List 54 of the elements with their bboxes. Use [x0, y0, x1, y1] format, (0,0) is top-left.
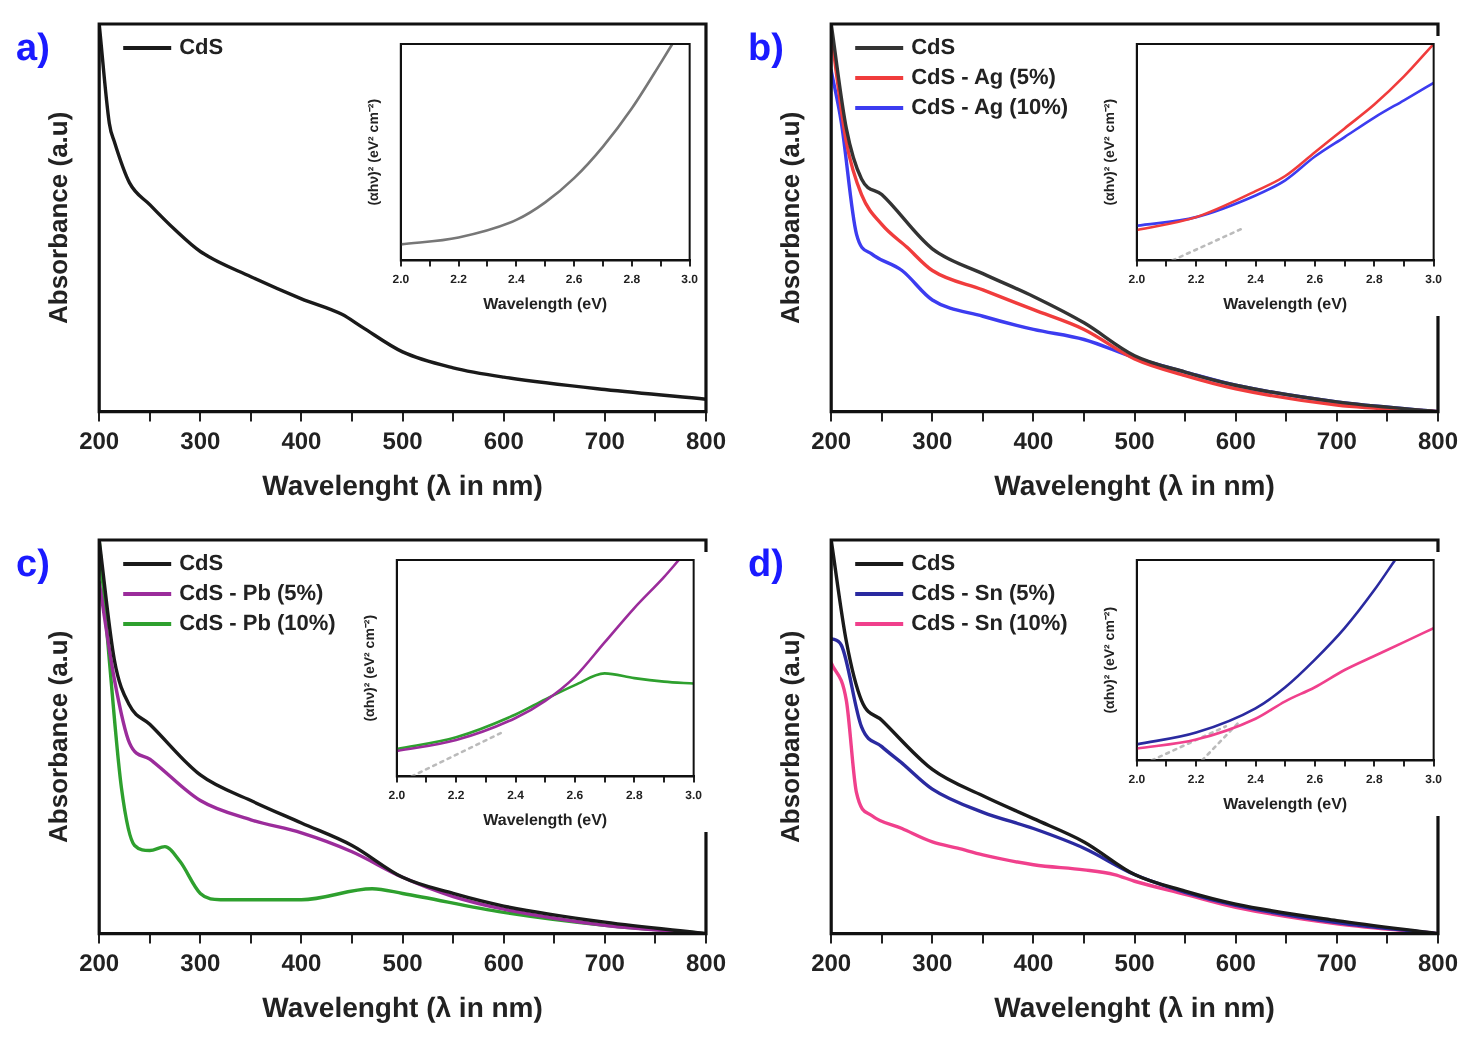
text: c)	[16, 544, 50, 588]
text: a)	[16, 28, 50, 72]
y-axis-title: Absorbance (a.u)	[42, 111, 73, 324]
x-tick-label: 600	[483, 426, 525, 455]
x-tick-label: 800	[685, 948, 727, 977]
x-axis-title: Wavelength (eV)	[483, 810, 608, 829]
y-axis-title: Absorbance (a.u)	[774, 630, 805, 843]
x-tick-label: 700	[1316, 426, 1358, 455]
x-tick-label: 300	[912, 948, 953, 977]
x-axis-title: Wavelenght (λ in nm)	[994, 990, 1275, 1023]
text: b)	[748, 28, 784, 72]
x-tick-label: 200	[79, 948, 120, 977]
x-tick-label: 400	[1013, 948, 1055, 977]
x-tick-label: 500	[1114, 948, 1156, 977]
legend-label: CdS	[911, 552, 956, 577]
x-tick-label: 600	[1215, 426, 1257, 455]
x-tick-label: 700	[584, 948, 626, 977]
legend-label: CdS	[911, 36, 956, 61]
x-tick-label: 600	[1215, 948, 1257, 977]
x-tick-label: 500	[382, 948, 424, 977]
x-axis-title: Wavelenght (λ in nm)	[994, 468, 1275, 501]
y-axis-title: Absorbance (a.u)	[42, 630, 73, 843]
x-tick-label: 500	[1114, 426, 1156, 455]
y-axis-title: Absorbance (a.u)	[774, 111, 805, 324]
x-tick-label: 600	[483, 948, 525, 977]
text: d)	[748, 544, 784, 588]
x-tick-label: 300	[180, 948, 221, 977]
x-axis-title: Wavelength (eV)	[483, 294, 608, 313]
x-tick-label: 700	[1316, 948, 1358, 977]
x-tick-label: 400	[281, 426, 323, 455]
x-tick-label: 500	[382, 426, 424, 455]
legend-label: CdS	[179, 36, 224, 61]
x-tick-label: 400	[281, 948, 323, 977]
x-tick-label: 800	[685, 426, 727, 455]
legend-label: CdS	[179, 552, 224, 577]
x-axis-title: Wavelenght (λ in nm)	[262, 990, 543, 1023]
x-tick-label: 200	[811, 426, 852, 455]
legend-label: CdS - Ag (5%)	[911, 66, 1057, 91]
x-tick-label: 200	[79, 426, 120, 455]
x-tick-label: 800	[1417, 948, 1459, 977]
x-tick-label: 400	[1013, 426, 1055, 455]
x-tick-label: 800	[1417, 426, 1459, 455]
legend-label: CdS - Pb (5%)	[179, 582, 325, 607]
x-tick-label: 300	[180, 426, 221, 455]
x-axis-title: Wavelength (eV)	[1223, 294, 1348, 313]
legend-label: CdS - Sn (10%)	[911, 612, 1069, 637]
x-axis-title: Wavelenght (λ in nm)	[262, 468, 543, 501]
legend-label: CdS - Sn (5%)	[911, 582, 1057, 607]
x-tick-label: 300	[912, 426, 953, 455]
x-axis-title: Wavelength (eV)	[1223, 794, 1348, 813]
x-tick-label: 700	[584, 426, 626, 455]
legend-label: CdS - Pb (10%)	[179, 612, 337, 637]
legend-label: CdS - Ag (10%)	[911, 96, 1069, 121]
x-tick-label: 200	[811, 948, 852, 977]
